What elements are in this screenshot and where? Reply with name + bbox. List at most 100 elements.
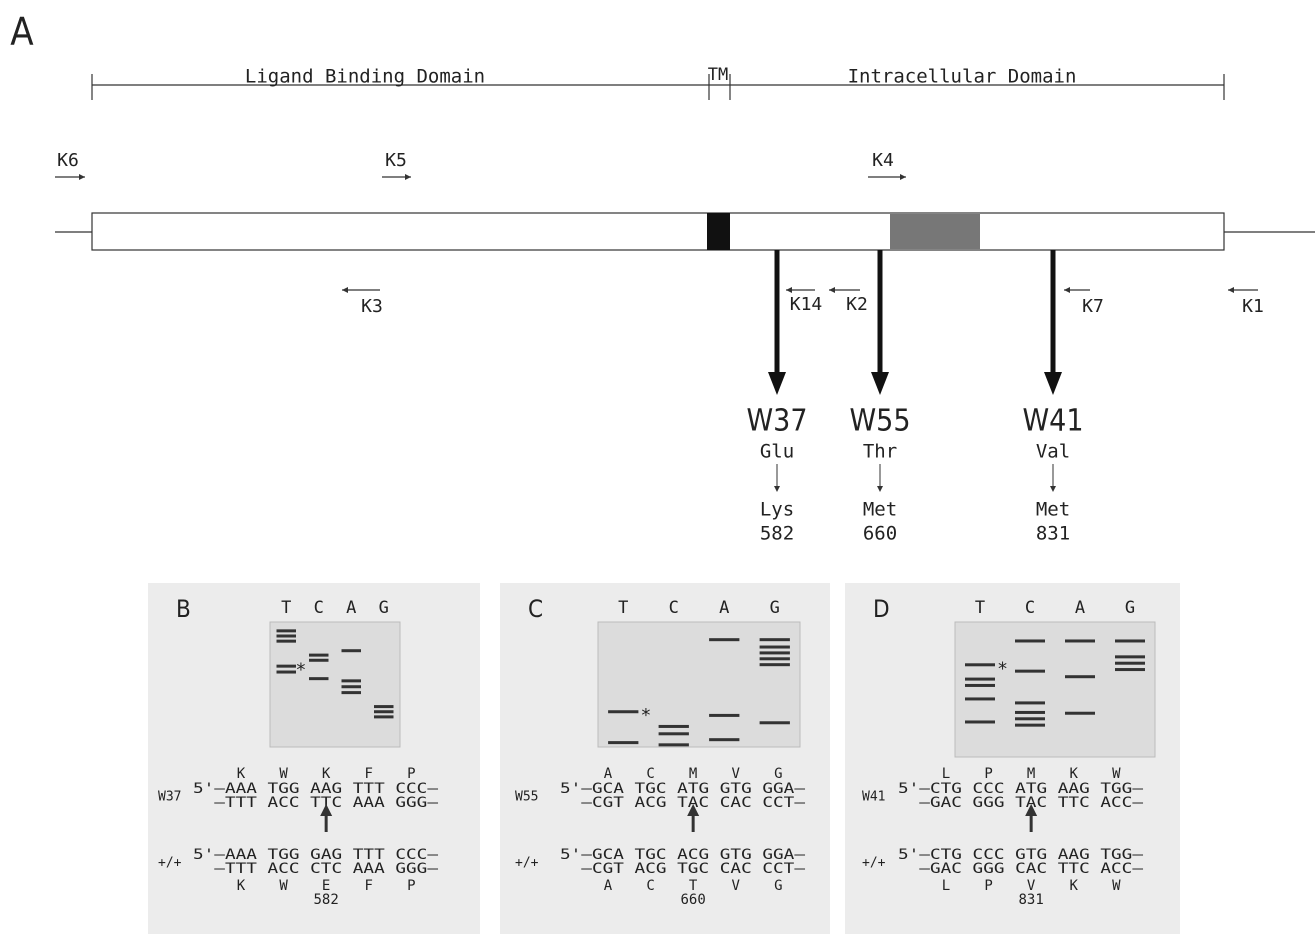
gel-band (608, 710, 639, 714)
genotype-label: W41 (862, 790, 885, 805)
gel-band (709, 738, 740, 742)
gel-band (759, 645, 790, 649)
genotype-label: W37 (158, 790, 181, 805)
amino-acid: F (365, 766, 373, 782)
gel-band (276, 664, 296, 668)
gel-band (1015, 717, 1045, 721)
strand-3: —TTT ACC CTC AAA GGG— (214, 861, 438, 877)
primer-arrowhead (79, 174, 85, 180)
residue-position: 660 (863, 523, 897, 545)
strand-5: 5'—GCA TGC ATG GTG GGA— (560, 781, 806, 797)
lane-label: G (770, 598, 780, 618)
codon-position: 660 (681, 892, 706, 908)
gel-band (709, 638, 740, 642)
lane-label: A (1075, 598, 1085, 618)
strand-5: 5'—AAA TGG GAG TTT CCC— (193, 847, 439, 863)
mutation-arrowhead (768, 372, 786, 395)
strand-3: —GAC GGG TAC TTC ACC— (919, 795, 1143, 811)
amino-acid: W (279, 766, 288, 782)
gel-band (1015, 701, 1045, 705)
change-arrowhead (1050, 486, 1056, 492)
residue-to: Lys (760, 499, 794, 521)
gel-band (759, 638, 790, 642)
gel-band (965, 677, 995, 681)
primer-label: K7 (1082, 296, 1104, 317)
gel-image (269, 621, 401, 748)
strand-5: 5'—CTG CCC ATG AAG TGG— (898, 781, 1144, 797)
gel-band (309, 653, 329, 657)
primer-label: K3 (361, 296, 383, 317)
amino-acid: P (984, 766, 992, 782)
amino-acid: A (604, 878, 613, 894)
primer-arrowhead (342, 287, 348, 293)
gel-band (1115, 661, 1145, 665)
amino-acid: K (237, 766, 246, 782)
strand-5: 5'—CTG CCC GTG AAG TGG— (898, 847, 1144, 863)
strand-3: —TTT ACC TTC AAA GGG— (214, 795, 438, 811)
primer-label: K1 (1242, 296, 1264, 317)
figure-label: A (10, 10, 34, 54)
domain-scale (91, 74, 1225, 100)
codon-position: 582 (314, 892, 339, 908)
lane-label: A (346, 598, 356, 618)
lane-label: C (1025, 598, 1035, 618)
receptor-diagram (55, 212, 1315, 251)
mutation-pointer-head (320, 804, 333, 816)
amino-acid: G (774, 878, 782, 894)
codon-position: 831 (1019, 892, 1044, 908)
gel-image (954, 621, 1156, 758)
gel-band (759, 721, 790, 725)
gel-band (1015, 710, 1045, 714)
gel-band (276, 634, 296, 638)
primer-arrowhead (829, 287, 835, 293)
lane-label: T (618, 598, 628, 618)
gel-band (965, 720, 995, 724)
gel-band (374, 710, 394, 714)
gel-band (1065, 675, 1095, 679)
gel-band (965, 683, 995, 687)
amino-acid: P (407, 766, 415, 782)
gel-band (276, 629, 296, 633)
amino-acid: E (322, 878, 330, 894)
gel-band (1115, 668, 1145, 672)
mutation-name: W37 (746, 404, 807, 439)
gel-band (759, 651, 790, 655)
primer-label: K5 (385, 150, 407, 171)
residue-from: Glu (760, 441, 794, 463)
genotype-label: +/+ (862, 856, 886, 871)
gel-band (1115, 639, 1145, 643)
gel-band (658, 724, 689, 728)
domain-label: Ligand Binding Domain (245, 66, 485, 88)
amino-acid: A (604, 766, 613, 782)
gel-band (658, 732, 689, 736)
strand-3: —CGT ACG TAC CAC CCT— (581, 795, 805, 811)
domain-label: TM (708, 65, 728, 85)
lane-label: C (669, 598, 679, 618)
residue-position: 831 (1036, 523, 1070, 545)
amino-acid: T (689, 878, 698, 894)
gel-band (709, 713, 740, 717)
gel-band (1015, 639, 1045, 643)
gel-band (341, 649, 361, 653)
panel-label: B (176, 595, 191, 623)
gel-band (276, 639, 296, 643)
lane-label: T (281, 598, 291, 618)
lane-label: A (719, 598, 729, 618)
gel-band (759, 663, 790, 667)
band-asterisk: * (295, 660, 306, 681)
gel-image (597, 621, 801, 748)
mutation-pointer-head (687, 804, 700, 816)
primer-arrowhead (786, 287, 792, 293)
mutation-arrowhead (871, 372, 889, 395)
primer-arrowhead (1228, 287, 1234, 293)
residue-from: Thr (863, 441, 897, 463)
primer-label: K4 (872, 150, 894, 171)
gel-band (1065, 639, 1095, 643)
mutation-name: W55 (849, 404, 910, 439)
mutation-arrowhead (1044, 372, 1062, 395)
domain-label: Intracellular Domain (848, 66, 1077, 88)
gel-band (341, 691, 361, 695)
gel-band (965, 697, 995, 701)
amino-acid: W (1112, 878, 1121, 894)
gel-band (1115, 655, 1145, 659)
